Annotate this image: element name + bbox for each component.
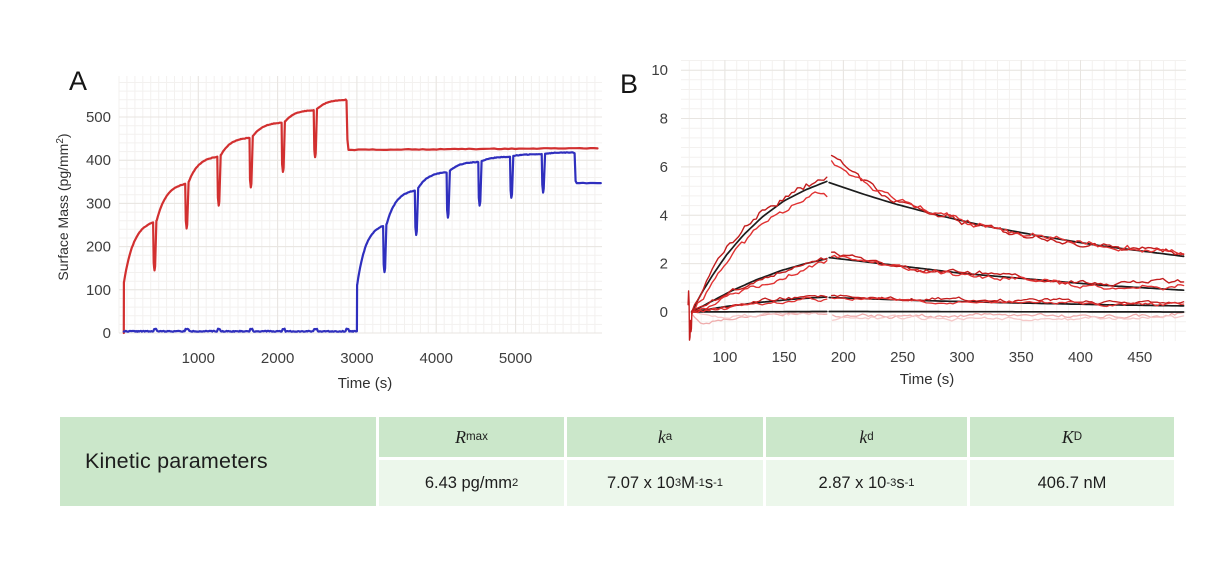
svg-text:500: 500 <box>86 109 111 126</box>
svg-text:200: 200 <box>86 239 111 256</box>
svg-text:150: 150 <box>772 349 797 366</box>
svg-text:0: 0 <box>660 304 668 321</box>
svg-text:Surface Mass (pg/mm2): Surface Mass (pg/mm2) <box>55 133 71 280</box>
table-value-ka: 7.07 x 10 3 M -1 s -1 <box>567 460 763 506</box>
svg-text:250: 250 <box>890 349 915 366</box>
svg-text:300: 300 <box>86 195 111 212</box>
svg-text:400: 400 <box>1068 349 1093 366</box>
svg-text:5000: 5000 <box>499 350 532 367</box>
svg-text:450: 450 <box>1127 349 1152 366</box>
svg-text:300: 300 <box>949 349 974 366</box>
svg-text:10: 10 <box>651 62 668 79</box>
svg-text:400: 400 <box>86 152 111 169</box>
svg-text:6: 6 <box>660 159 668 176</box>
svg-text:3000: 3000 <box>340 350 373 367</box>
svg-text:100: 100 <box>712 349 737 366</box>
svg-text:100: 100 <box>86 282 111 299</box>
svg-text:4: 4 <box>660 207 668 224</box>
svg-text:200: 200 <box>831 349 856 366</box>
svg-text:Time (s): Time (s) <box>338 375 392 392</box>
svg-text:Time (s): Time (s) <box>900 371 954 388</box>
panel-a-label: A <box>69 66 88 96</box>
table-value-rmax: 6.43 pg/mm 2 <box>379 460 564 506</box>
svg-text:2: 2 <box>660 256 668 273</box>
svg-text:350: 350 <box>1009 349 1034 366</box>
svg-text:4000: 4000 <box>420 350 453 367</box>
chart-panel-b: 100 150 200 250 300 350 400 450 0 2 4 6 8 10 Time (s) <box>651 60 1186 388</box>
chart-panel-a: 1000 2000 3000 4000 5000 0 100 200 300 400 500 Time… <box>55 76 602 392</box>
table-value-kD-eq: 406.7 nM <box>970 460 1174 506</box>
panel-b-label: B <box>620 69 639 99</box>
svg-text:8: 8 <box>660 111 668 128</box>
svg-text:2000: 2000 <box>261 350 294 367</box>
svg-text:0: 0 <box>103 325 111 342</box>
svg-text:1000: 1000 <box>182 350 215 367</box>
table-value-kd: 2.87 x 10 -3 s -1 <box>766 460 967 506</box>
table-title-cell: Kinetic parameters <box>60 417 376 506</box>
